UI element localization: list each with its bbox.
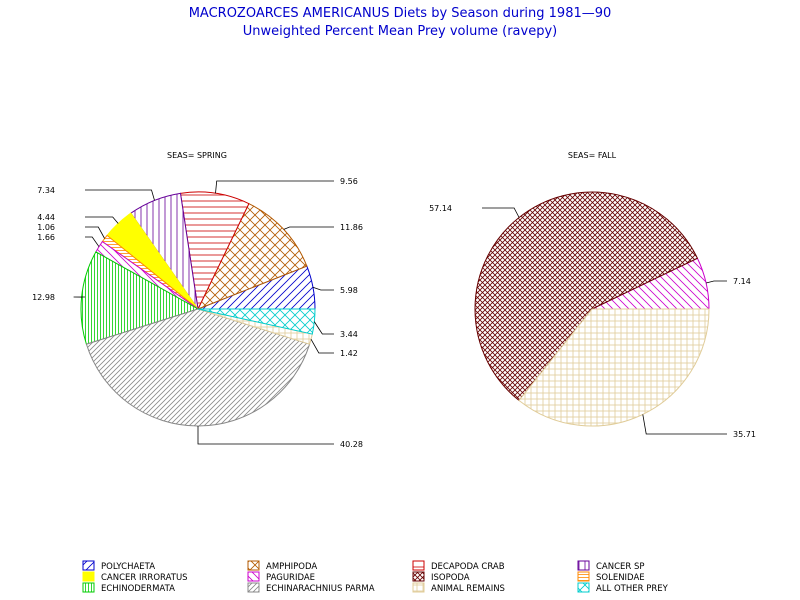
leader-line [85,189,155,201]
legend-swatch-solenidae [577,571,590,582]
legend-label-polychaeta: POLYCHAETA [101,562,155,572]
pie-slice-fill-amphipoda [196,202,308,310]
legend-swatch-echinodermata [82,582,95,593]
legend-label-solenidae: SOLENIDAE [596,573,645,583]
pie-slice-fill-echinarachnius-parma [85,308,311,427]
legend-label-paguridae: PAGURIDAE [266,573,315,583]
legend-label-echinarachnius-parma: ECHINARACHNIUS PARMA [266,584,375,594]
legend-label-all-other-prey: ALL OTHER PREY [596,584,669,594]
leader-line [197,426,334,445]
legend-swatch-polychaeta [82,560,95,571]
legend-label-decapoda-crab: DECAPODA CRAB [431,562,505,572]
fall-pie: 7.14 57.14 35.71 [429,191,756,439]
leader-line [310,339,334,354]
spring-panel-label: SEAS= SPRING [167,151,227,160]
chart-title: MACROZOARCES AMERICANUS Diets by Season … [189,6,612,21]
leader-line [85,216,119,224]
slice-label: 7.14 [733,277,751,286]
leader-line [313,321,334,335]
legend-swatch-all-other-prey [577,582,590,593]
fall-panel-label: SEAS= FALL [568,151,617,160]
slice-label: 57.14 [429,204,452,213]
slice-label: 5.98 [340,286,358,295]
slice-label: 7.34 [37,186,55,195]
legend-swatch-amphipoda [247,560,260,571]
slice-label: 12.98 [32,293,55,302]
legend-label-amphipoda: AMPHIPODA [266,562,317,572]
slice-label: 1.42 [340,349,358,358]
slice-label: 3.44 [340,330,358,339]
legend-swatch-decapoda-crab [412,560,425,571]
slice-label: 11.86 [340,223,363,232]
legend-label-isopoda: ISOPODA [431,573,470,583]
legend-swatch-paguridae [247,571,260,582]
slice-label: 4.44 [37,213,55,222]
slice-label: 40.28 [340,440,363,449]
legend-swatch-isopoda [412,571,425,582]
legend-swatch-echinarachnius-parma [247,582,260,593]
leader-line [312,286,334,291]
legend-label-animal-remains: ANIMAL REMAINS [431,584,505,594]
legend-swatch-cancer-irroratus [82,571,95,582]
slice-label: 9.56 [340,177,358,186]
pie-slice-fill-isopoda [474,191,699,402]
leader-line [642,414,727,435]
leader-line [706,280,727,284]
legend-swatch-cancer-sp [577,560,590,571]
legend-label-cancer-sp: CANCER SP [596,562,645,572]
legend-swatch-animal-remains [412,582,425,593]
leader-line [215,180,334,194]
leader-line [85,226,105,239]
spring-pie: 5.98 11.86 9.56 7.34 4.441.061.66 12.98 40.28 1… [32,177,363,449]
leader-line [85,236,100,247]
slice-label: 1.66 [37,233,55,242]
chart-subtitle: Unweighted Percent Mean Prey volume (rav… [243,24,557,39]
leader-line [482,207,520,218]
slice-label: 1.06 [37,223,55,232]
legend: POLYCHAETA AMPHIPODA DECAPODA CRAB CANCER S… [82,560,669,594]
legend-label-echinodermata: ECHINODERMATA [101,584,175,594]
leader-line [283,226,334,230]
slice-label: 35.71 [733,430,756,439]
legend-label-cancer-irroratus: CANCER IRRORATUS [101,573,188,583]
